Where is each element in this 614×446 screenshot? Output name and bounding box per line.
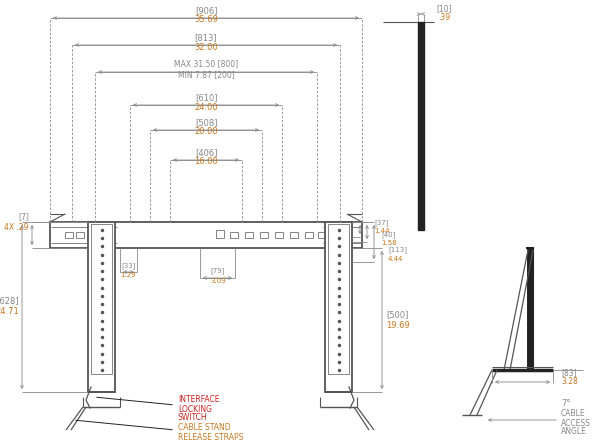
Text: SWITCH: SWITCH [178, 413, 208, 422]
Bar [216, 230, 224, 238]
Bar [325, 222, 352, 392]
Text: 7°: 7° [561, 398, 570, 408]
Text: [813]: [813] [195, 33, 217, 42]
Text: [7]: [7] [18, 212, 29, 222]
Bar [418, 22, 424, 230]
Text: 3.09: 3.09 [210, 278, 226, 284]
Text: CABLE STAND: CABLE STAND [178, 424, 231, 433]
Text: [610]: [610] [195, 94, 217, 103]
Text: [113]: [113] [388, 247, 407, 253]
Bar [245, 232, 253, 238]
Text: 19.69: 19.69 [386, 321, 410, 330]
Text: INTERFACE: INTERFACE [178, 396, 219, 405]
Text: 1.44: 1.44 [374, 228, 389, 234]
Bar [76, 232, 84, 238]
Text: [79]: [79] [211, 268, 225, 274]
Bar [305, 232, 313, 238]
Text: .39: .39 [438, 13, 450, 22]
Text: ANGLE: ANGLE [561, 428, 587, 437]
Text: 1.58: 1.58 [381, 240, 397, 246]
Text: [508]: [508] [195, 119, 217, 128]
Text: 1.29: 1.29 [121, 272, 136, 278]
Text: MAX 31.50 [800]: MAX 31.50 [800] [174, 59, 238, 69]
Bar [91, 224, 112, 374]
Bar [260, 232, 268, 238]
Bar [328, 224, 349, 374]
Text: RELEASE STRAPS: RELEASE STRAPS [178, 433, 243, 442]
Text: 24.00: 24.00 [194, 103, 218, 112]
Text: [906]: [906] [195, 7, 217, 16]
Bar [318, 232, 326, 238]
Text: [500]: [500] [386, 310, 408, 319]
Text: CABLE: CABLE [561, 409, 586, 418]
Text: 3.28: 3.28 [561, 377, 578, 387]
Bar [88, 222, 115, 392]
Text: 16.00: 16.00 [194, 157, 218, 166]
Text: [628]: [628] [0, 297, 19, 306]
Bar [230, 232, 238, 238]
Text: MIN 7.87 [200]: MIN 7.87 [200] [177, 70, 235, 79]
Text: 20.00: 20.00 [194, 128, 218, 136]
Bar [50, 222, 362, 248]
Text: 24.71: 24.71 [0, 306, 19, 315]
Text: [37]: [37] [374, 219, 389, 227]
Text: 32.00: 32.00 [194, 42, 218, 51]
Text: [33]: [33] [121, 263, 136, 269]
Text: 4.44: 4.44 [388, 256, 403, 262]
Text: ACCESS: ACCESS [561, 418, 591, 428]
Bar [290, 232, 298, 238]
Text: [40]: [40] [381, 231, 395, 238]
Bar [65, 232, 73, 238]
Bar [275, 232, 283, 238]
Text: [10]: [10] [436, 4, 452, 13]
Text: 35.69: 35.69 [194, 16, 218, 25]
Text: LOCKING: LOCKING [178, 405, 212, 413]
Text: [406]: [406] [195, 149, 217, 157]
Text: 4X .29: 4X .29 [4, 223, 29, 232]
Text: [83]: [83] [561, 368, 577, 377]
